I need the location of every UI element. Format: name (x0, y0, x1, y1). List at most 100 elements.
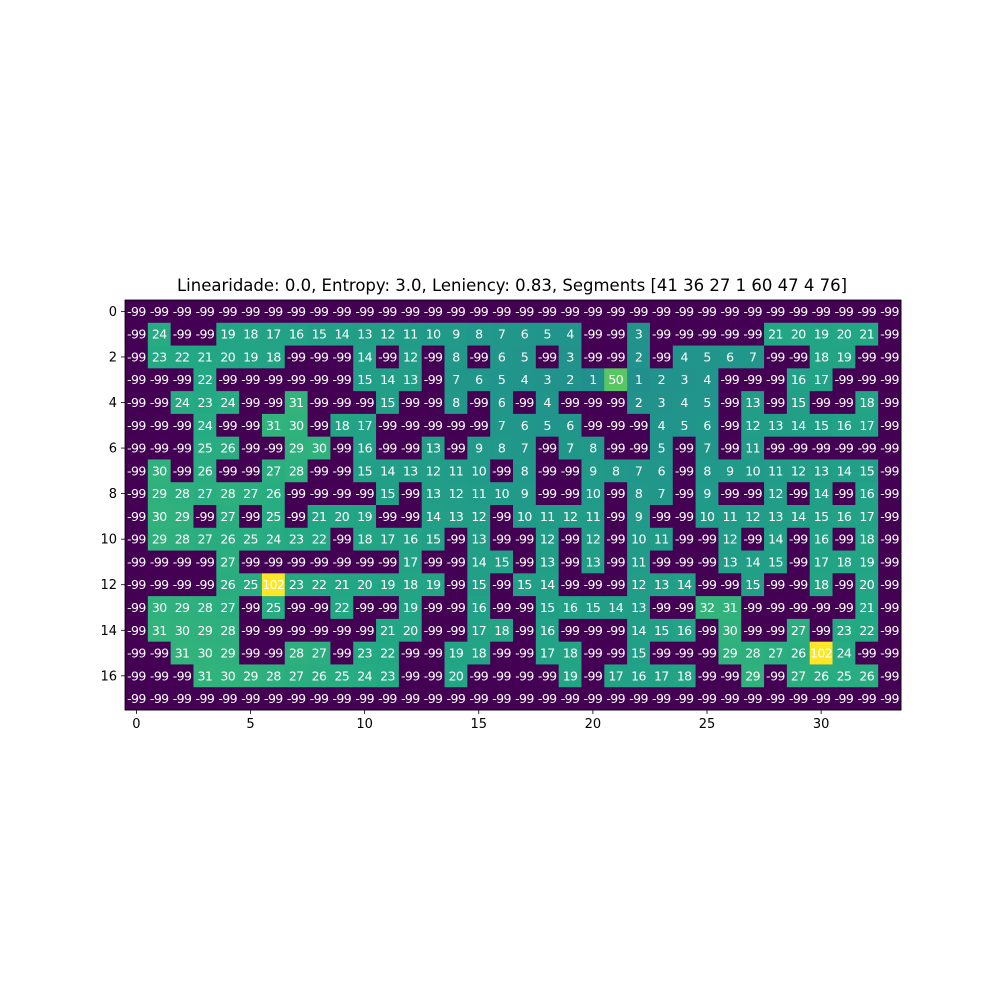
heatmap-cell (558, 527, 582, 551)
heatmap-cell (741, 641, 765, 665)
cell-value-label: -99 (721, 668, 740, 683)
heatmap-cell (695, 505, 719, 529)
cell-value-label: -99 (698, 668, 717, 683)
cell-value-label: 18 (357, 532, 372, 547)
cell-value-label: 18 (814, 577, 829, 592)
cell-value-label: -99 (857, 441, 876, 456)
heatmap-cell (490, 687, 514, 711)
heatmap-cell (490, 345, 514, 369)
cell-value-label: 14 (768, 532, 783, 547)
heatmap-cell (330, 687, 354, 711)
heatmap-cell (193, 664, 217, 688)
heatmap-cell (535, 482, 560, 506)
heatmap-cell (147, 300, 172, 324)
cell-value-label: -99 (287, 691, 306, 706)
heatmap-cell (832, 550, 856, 574)
cell-value-label: 11 (631, 554, 646, 569)
cell-value-label: 7 (498, 327, 505, 342)
heatmap-cell (695, 573, 719, 597)
cell-value-label: 13 (654, 577, 669, 592)
heatmap-cell (718, 482, 742, 506)
heatmap-cell (330, 322, 354, 346)
cell-value-label: 10 (471, 463, 486, 478)
heatmap-cell-labels: -99 -99 -99 -99 -99 -99 -99 -99 -99 -99 -99 -99 -99-… (127, 304, 900, 706)
cell-value-label: 15 (586, 600, 601, 615)
cell-value-label: -99 (333, 395, 352, 410)
cell-value-label: 12 (471, 509, 486, 524)
cell-value-label: 7 (658, 486, 665, 501)
cell-value-label: 23 (380, 668, 395, 683)
heatmap-cell (741, 322, 765, 346)
cell-value-label: 18 (334, 418, 349, 433)
heatmap-cell (421, 436, 445, 460)
heatmap-cell (284, 573, 308, 597)
cell-value-label: 15 (540, 600, 555, 615)
cell-value-label: -99 (606, 418, 625, 433)
heatmap-cell (421, 573, 445, 597)
heatmap-cell (239, 436, 263, 460)
cell-value-label: 7 (498, 418, 505, 433)
cell-value-label: -99 (333, 349, 352, 364)
heatmap-cell (490, 664, 514, 688)
heatmap-cell (649, 505, 674, 529)
heatmap-cell (718, 345, 742, 369)
cell-value-label: -99 (766, 600, 785, 615)
heatmap-cell (467, 641, 491, 665)
heatmap-cell (284, 391, 308, 415)
heatmap-cell (558, 618, 582, 643)
cell-value-label: 9 (452, 327, 460, 342)
cell-value-label: -99 (173, 304, 192, 319)
cell-value-label: 14 (471, 554, 486, 569)
cell-value-label: 12 (540, 532, 555, 547)
heatmap-cell (125, 596, 149, 620)
cell-value-label: 27 (791, 623, 806, 638)
cell-value-label: 10 (700, 509, 715, 524)
heatmap-cell (672, 322, 696, 346)
heatmap-cell (239, 505, 263, 529)
heatmap-cell (170, 641, 194, 665)
cell-value-label: 11 (654, 532, 669, 547)
cell-value-label: 21 (380, 623, 395, 638)
cell-value-label: -99 (355, 395, 374, 410)
heatmap-cell (239, 413, 263, 438)
cell-value-label: -99 (652, 600, 671, 615)
cell-value-label: -99 (333, 554, 352, 569)
heatmap-cell (672, 550, 696, 574)
heatmap-cell (627, 550, 651, 574)
cell-value-label: -99 (492, 509, 511, 524)
cell-value-label: -99 (401, 418, 420, 433)
heatmap-cell (581, 527, 605, 551)
cell-value-label: -99 (127, 668, 146, 683)
heatmap-cell (193, 505, 217, 529)
heatmap-cell (764, 391, 788, 415)
cell-value-label: -99 (173, 691, 192, 706)
heatmap-cell (741, 596, 765, 620)
heatmap-cell (216, 596, 240, 620)
cell-value-label: -99 (698, 554, 717, 569)
heatmap-cell (147, 505, 172, 529)
heatmap-cell (284, 482, 308, 506)
cell-value-label: 15 (357, 463, 372, 478)
heatmap-cell (330, 596, 354, 620)
cell-value-label: -99 (310, 395, 329, 410)
cell-value-label: 14 (540, 577, 555, 592)
cell-value-label: -99 (538, 349, 557, 364)
cell-value-label: 5 (521, 349, 528, 364)
heatmap-cell (581, 436, 605, 460)
heatmap-cell (535, 596, 560, 620)
heatmap-cell (764, 368, 788, 392)
heatmap-cell (444, 482, 468, 506)
heatmap-cell (627, 505, 651, 529)
heatmap-cell (467, 527, 491, 551)
heatmap-cell (718, 368, 742, 392)
heatmap-cell (649, 391, 674, 415)
cell-value-label: 31 (175, 646, 190, 661)
cell-value-label: -99 (606, 691, 625, 706)
cell-value-label: 14 (814, 486, 829, 501)
heatmap-cell (467, 322, 491, 346)
heatmap-cell (672, 596, 696, 620)
heatmap-cell (672, 413, 696, 438)
heatmap-cell (581, 641, 605, 665)
cell-value-label: 17 (814, 372, 829, 387)
cell-value-label: -99 (629, 418, 648, 433)
